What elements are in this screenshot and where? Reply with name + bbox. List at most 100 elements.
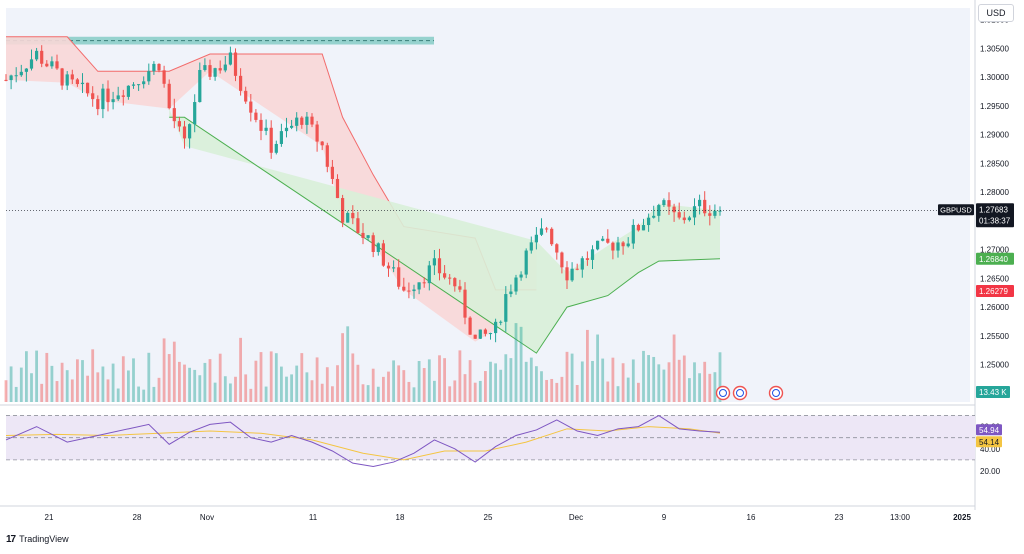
candle-body [254, 112, 258, 120]
candle-body [162, 70, 166, 84]
price-tick-label: 1.28500 [980, 159, 1009, 168]
brand[interactable]: 17 TradingView [6, 532, 69, 546]
price-pane [6, 8, 970, 402]
volume-bar [631, 359, 635, 402]
last-price-tag [976, 203, 1014, 228]
candle-body [682, 217, 686, 221]
volume-bar [698, 373, 701, 402]
volume-bar [529, 357, 533, 402]
upper-band-label: 1.26840 [979, 255, 1008, 264]
candle-body [213, 68, 217, 77]
volume-bar [167, 354, 171, 402]
candle-body [264, 127, 268, 131]
candle-body [239, 75, 243, 91]
candle-body [55, 61, 59, 69]
candle-body [427, 265, 431, 284]
candle-body [657, 205, 661, 216]
volume-bar [14, 386, 18, 402]
volume-bar [132, 358, 135, 402]
volume-bar [693, 362, 696, 402]
x-axis-label: 9 [662, 513, 667, 522]
volume-bar [127, 370, 130, 402]
volume-bar [708, 373, 712, 402]
x-axis-label: 13:00 [890, 513, 911, 522]
volume-bar [229, 383, 232, 402]
volume-bar [371, 368, 375, 402]
candle-body [626, 243, 630, 247]
x-axis-label: 11 [309, 513, 318, 522]
volume-bar [504, 354, 508, 402]
volume-bars [4, 323, 722, 402]
candle-body [157, 63, 161, 71]
volume-bar [70, 379, 74, 402]
x-axis-label: 2025 [953, 513, 971, 522]
rsi-ma-tag [976, 436, 1002, 448]
candle-body [575, 268, 579, 270]
candle-body [86, 82, 90, 94]
candle-body [131, 84, 136, 86]
volume-bar [305, 372, 309, 402]
volume-bar [514, 323, 518, 402]
volume-bar [535, 366, 538, 402]
candle-body [703, 199, 707, 214]
volume-bar [341, 333, 344, 402]
candle-body [376, 243, 380, 252]
candle-body [361, 232, 365, 238]
currency-button[interactable]: USD [978, 4, 1014, 22]
volume-bar [478, 380, 482, 402]
price-tick-label: 1.29000 [980, 131, 1009, 140]
candle-body [473, 334, 477, 339]
candle-body [65, 74, 69, 86]
upper-band-tag [976, 252, 1014, 265]
candle-body [167, 83, 171, 109]
candle-body [397, 267, 401, 287]
event-flag-icon [768, 385, 784, 401]
volume-bar [121, 356, 125, 402]
volume-bar [91, 349, 95, 402]
rsi-value-label: 54.94 [979, 426, 1000, 435]
volume-bar [473, 382, 477, 402]
candle-body [228, 52, 232, 65]
volume-bar [162, 338, 166, 402]
candle-body [590, 249, 595, 260]
volume-bar [606, 381, 610, 402]
candle-body [550, 228, 554, 245]
volume-bar [611, 357, 615, 402]
countdown-label: 01:38:37 [979, 216, 1011, 225]
volume-bar [575, 385, 579, 402]
volume-bar [417, 361, 421, 402]
volume-bar [147, 352, 151, 402]
volume-bar [264, 386, 268, 402]
candle-body [667, 200, 671, 207]
candle-body [121, 95, 125, 97]
candle-body [80, 82, 85, 85]
candle-body [509, 291, 513, 295]
price-tick-label: 1.28000 [980, 188, 1009, 197]
volume-bar [76, 359, 79, 402]
candle-body [453, 278, 457, 287]
volume-bar [81, 360, 84, 402]
volume-bar [300, 353, 304, 402]
candle-body [101, 88, 105, 110]
candle-body [647, 217, 651, 226]
volume-bar [249, 388, 253, 402]
volume-bar [494, 363, 497, 402]
candle-body [687, 217, 691, 221]
volume-bar [137, 386, 140, 402]
candle-body [641, 225, 646, 231]
candle-body [631, 224, 635, 244]
candle-body [570, 268, 574, 281]
candle-body [708, 213, 712, 216]
volume-bar [244, 374, 248, 402]
volume-bar [427, 359, 431, 402]
candle-body [371, 235, 375, 252]
volume-bar [188, 367, 191, 402]
candle-body [412, 289, 416, 292]
candle-body [402, 286, 406, 291]
candle-body [152, 63, 156, 72]
candle-body [698, 199, 702, 207]
volume-bar [30, 373, 33, 402]
volume-bar [60, 362, 64, 402]
volume-bar [208, 359, 212, 402]
